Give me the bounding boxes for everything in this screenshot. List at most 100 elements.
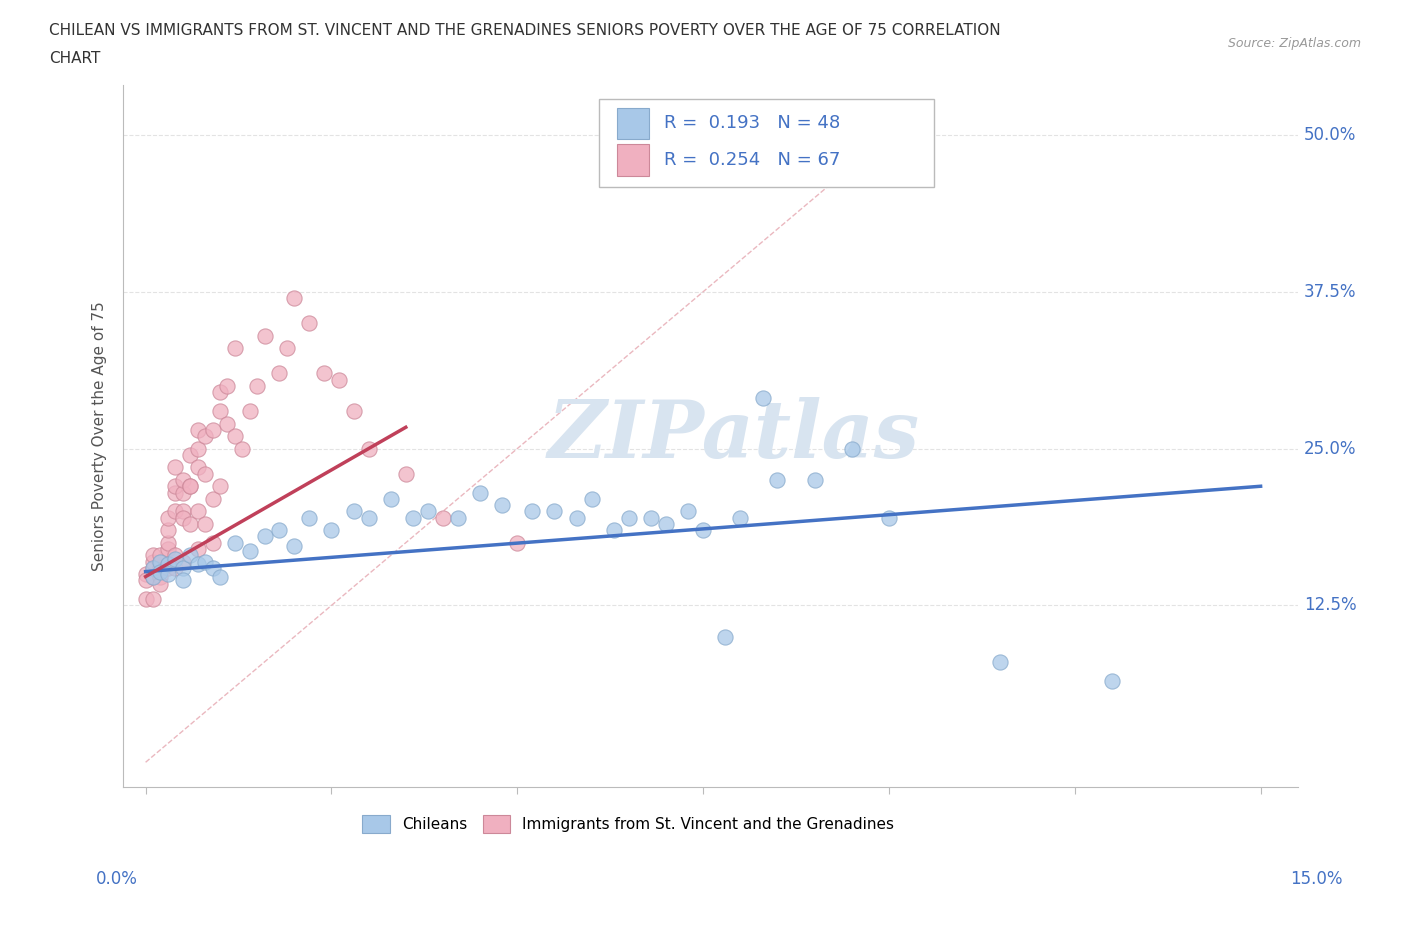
Bar [617, 108, 650, 140]
Point [283, 290, 305, 305]
Text: 25.0%: 25.0% [1303, 440, 1357, 458]
Point [156, 523, 179, 538]
Point [269, 365, 291, 380]
Point [179, 447, 201, 462]
Point [187, 441, 209, 456]
Point [343, 504, 366, 519]
Point [156, 541, 179, 556]
Point [357, 441, 380, 456]
Point [506, 536, 529, 551]
Point [187, 541, 209, 556]
Point [135, 566, 157, 581]
Point [447, 511, 470, 525]
Point [165, 485, 187, 500]
Point [208, 479, 231, 494]
Point [239, 404, 262, 418]
Point [135, 591, 157, 606]
Point [187, 556, 209, 571]
Point [751, 391, 773, 405]
Point [678, 504, 700, 519]
Point [565, 511, 588, 525]
Point [269, 523, 291, 538]
Text: Source: ZipAtlas.com: Source: ZipAtlas.com [1227, 37, 1361, 50]
Text: ZIPatlas: ZIPatlas [548, 397, 920, 475]
Point [149, 569, 172, 584]
Point [172, 504, 194, 519]
Text: 0.0%: 0.0% [96, 870, 138, 887]
Point [142, 591, 165, 606]
Point [603, 523, 626, 538]
Point [640, 511, 662, 525]
Point [714, 630, 737, 644]
Point [468, 485, 491, 500]
Bar [617, 144, 650, 176]
Point [841, 441, 863, 456]
Point [149, 554, 172, 569]
Text: 12.5%: 12.5% [1303, 596, 1357, 615]
Text: CHILEAN VS IMMIGRANTS FROM ST. VINCENT AND THE GRENADINES SENIORS POVERTY OVER T: CHILEAN VS IMMIGRANTS FROM ST. VINCENT A… [49, 23, 1001, 38]
Point [135, 573, 157, 588]
Point [766, 472, 789, 487]
Point [730, 511, 752, 525]
Text: 37.5%: 37.5% [1303, 283, 1357, 300]
Point [149, 565, 172, 579]
Point [172, 485, 194, 500]
Point [253, 328, 276, 343]
Point [156, 556, 179, 571]
Point [990, 655, 1012, 670]
Text: 50.0%: 50.0% [1303, 126, 1355, 144]
Point [395, 466, 418, 481]
Point [149, 561, 172, 576]
Point [402, 511, 425, 525]
FancyBboxPatch shape [599, 99, 934, 187]
Point [312, 365, 335, 380]
Point [655, 516, 678, 531]
Point [432, 511, 454, 525]
Point [581, 491, 603, 506]
Point [156, 561, 179, 576]
Point [520, 504, 543, 519]
Point [416, 504, 439, 519]
Point [165, 561, 187, 576]
Point [357, 511, 380, 525]
Point [149, 554, 172, 569]
Point [149, 577, 172, 591]
Text: R =  0.254   N = 67: R = 0.254 N = 67 [664, 151, 839, 169]
Point [803, 472, 825, 487]
Point [165, 551, 187, 566]
Point [194, 516, 217, 531]
Point [224, 340, 246, 355]
Point [142, 548, 165, 563]
Point [877, 511, 900, 525]
Legend: Chileans, Immigrants from St. Vincent and the Grenadines: Chileans, Immigrants from St. Vincent an… [356, 808, 900, 840]
Point [239, 544, 262, 559]
Point [194, 466, 217, 481]
Point [321, 523, 343, 538]
Point [276, 340, 298, 355]
Point [543, 504, 565, 519]
Point [156, 536, 179, 551]
Point [201, 422, 224, 437]
Point [298, 511, 321, 525]
Point [217, 379, 239, 393]
Point [142, 561, 165, 576]
Y-axis label: Seniors Poverty Over the Age of 75: Seniors Poverty Over the Age of 75 [93, 301, 107, 571]
Text: 15.0%: 15.0% [1291, 870, 1343, 887]
Point [692, 523, 714, 538]
Point [172, 573, 194, 588]
Point [156, 556, 179, 571]
Point [208, 404, 231, 418]
Point [491, 498, 513, 512]
Point [343, 404, 366, 418]
Point [179, 479, 201, 494]
Point [1101, 673, 1123, 688]
Point [224, 536, 246, 551]
Point [179, 479, 201, 494]
Point [617, 511, 640, 525]
Point [149, 548, 172, 563]
Point [142, 561, 165, 576]
Point [328, 372, 350, 387]
Point [142, 569, 165, 584]
Point [224, 429, 246, 444]
Point [179, 516, 201, 531]
